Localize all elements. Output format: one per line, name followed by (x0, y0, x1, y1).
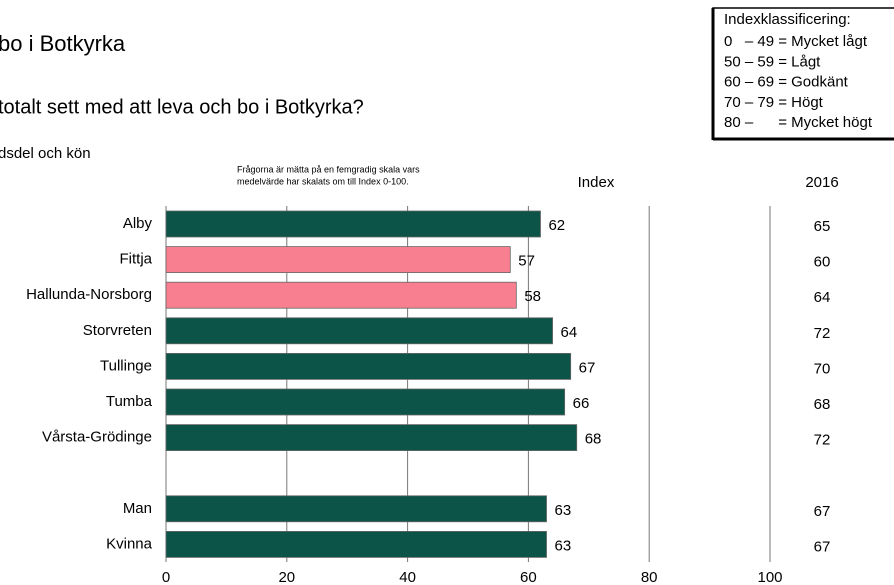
x-tick-label: 60 (520, 569, 537, 585)
bar (165, 317, 553, 345)
y-tick-label: Fittja (119, 251, 152, 268)
comparison-value: 72 (814, 432, 831, 449)
bar (165, 281, 517, 309)
y-tick-label: Tullinge (100, 357, 152, 374)
comparison-header: 2016 (805, 174, 838, 191)
y-tick-label: Tumba (106, 393, 153, 410)
legend-line: 50 – 59 = Lågt (724, 53, 821, 70)
breakdown-label: dsdel och kön (0, 145, 91, 162)
data-label: 58 (524, 288, 541, 305)
x-tick-label: 0 (162, 569, 170, 585)
data-label: 62 (548, 217, 565, 234)
comparison-value: 70 (814, 360, 831, 377)
comparison-value: 72 (814, 325, 831, 342)
bar (165, 388, 566, 416)
legend-box (712, 7, 894, 140)
bar (165, 531, 547, 558)
x-tick-label: 20 (278, 569, 295, 585)
data-label: 66 (573, 395, 590, 412)
comparison-value: 64 (814, 289, 831, 306)
data-label: 63 (555, 537, 572, 554)
chart-title: bo i Botkyrka (0, 31, 126, 56)
legend-line: 80 – = Mycket högt (724, 114, 873, 131)
data-label: 64 (561, 324, 578, 341)
legend-line: 0 – 49 = Mycket lågt (724, 33, 868, 50)
chart-subtitle: totalt sett med att leva och bo i Botkyr… (0, 96, 364, 118)
comparison-value: 65 (814, 218, 831, 235)
data-label: 67 (579, 359, 596, 376)
bar (165, 495, 547, 523)
legend-line: 60 – 69 = Godkänt (724, 74, 849, 91)
y-tick-label: Kvinna (106, 535, 153, 552)
x-tick-label: 40 (399, 569, 416, 585)
comparison-value: 67 (814, 503, 831, 520)
data-label: 68 (585, 431, 602, 448)
bar (165, 352, 572, 380)
note: Frågorna är mätta på en femgradig skala … (237, 164, 420, 174)
y-tick-label: Hallunda-Norsborg (26, 286, 152, 303)
data-label: 57 (518, 253, 535, 270)
comparison-value: 60 (814, 254, 831, 271)
bar (165, 424, 578, 452)
note: medelvärde har skalats om till Index 0-1… (237, 176, 409, 186)
comparison-value: 67 (814, 538, 831, 555)
x-tick-label: 100 (757, 569, 782, 585)
bar (165, 246, 511, 274)
y-tick-label: Storvreten (83, 322, 152, 339)
y-tick-label: Man (123, 500, 152, 517)
y-tick-label: Vårsta-Grödinge (42, 429, 152, 446)
bar (165, 210, 541, 238)
legend-line: 70 – 79 = Högt (724, 94, 824, 111)
comparison-value: 68 (814, 396, 831, 413)
x-tick-label: 80 (641, 569, 658, 585)
legend-title: Indexklassificering: (724, 11, 851, 28)
data-label: 63 (555, 502, 572, 519)
value-header: Index (578, 174, 615, 191)
y-tick-label: Alby (123, 215, 153, 232)
